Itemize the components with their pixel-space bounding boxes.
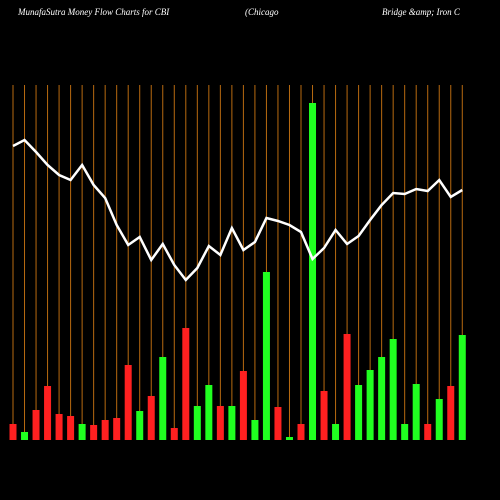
bar — [458, 335, 466, 440]
bar — [67, 416, 75, 440]
bar — [343, 334, 351, 440]
bar — [182, 328, 190, 440]
bar — [9, 424, 17, 440]
bar — [216, 406, 224, 440]
bar — [332, 424, 340, 440]
bar — [21, 432, 29, 440]
bar — [136, 411, 144, 440]
bar — [90, 425, 98, 440]
bar — [320, 391, 328, 440]
bar — [147, 396, 155, 440]
bar — [170, 428, 178, 440]
bar — [378, 357, 386, 440]
bar — [228, 406, 236, 440]
bar — [309, 103, 317, 440]
bar — [44, 386, 52, 440]
bar — [285, 437, 293, 440]
bar — [205, 385, 213, 440]
bar — [401, 424, 409, 440]
bar — [355, 385, 363, 440]
bar — [113, 418, 121, 440]
bar — [262, 272, 270, 440]
bar — [251, 420, 259, 440]
bar — [32, 410, 40, 440]
bar — [159, 357, 167, 440]
bar — [124, 365, 132, 440]
bar — [389, 339, 397, 440]
bar — [412, 384, 420, 440]
bar — [239, 371, 247, 440]
bar — [78, 424, 86, 440]
chart-subtitle: Bridge &amp; Iron C — [382, 7, 461, 17]
bar — [274, 407, 282, 440]
bar — [55, 414, 63, 440]
bar — [101, 420, 109, 440]
chart-title: MunafaSutra Money Flow Charts for CBI — [17, 7, 170, 17]
bar — [297, 424, 305, 440]
bar — [366, 370, 374, 440]
price-line — [12, 138, 463, 282]
bar — [193, 406, 201, 440]
bar — [447, 386, 455, 440]
bar — [435, 399, 443, 440]
bar — [424, 424, 432, 440]
chart-subtitle: (Chicago — [245, 7, 279, 17]
